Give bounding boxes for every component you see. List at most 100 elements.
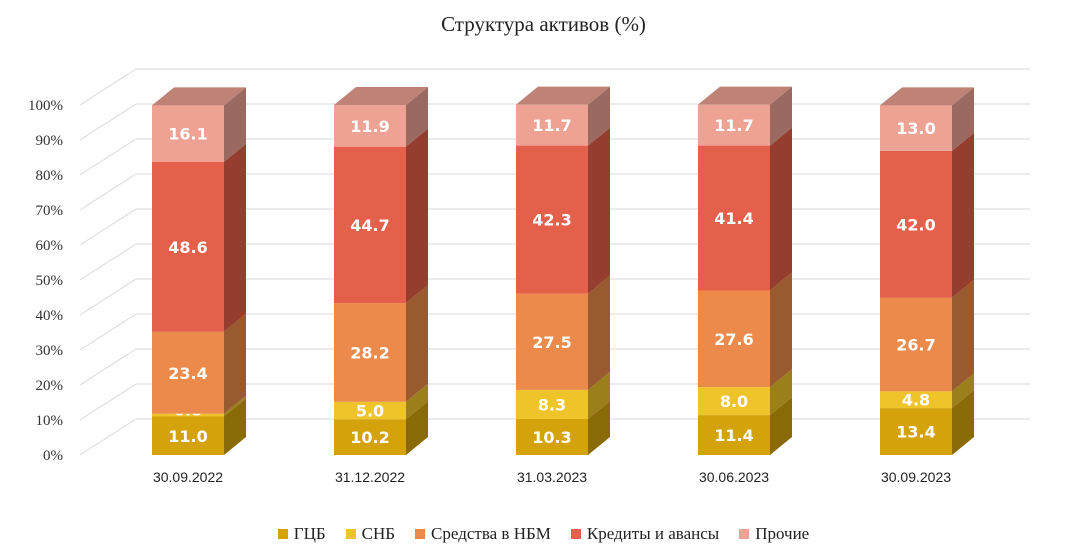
bar-top <box>152 87 246 106</box>
bar-segment <box>516 145 588 294</box>
data-label: 5.0 <box>356 402 384 421</box>
legend-item: СНБ <box>345 524 396 544</box>
bar-side <box>588 86 610 146</box>
data-label: 13.4 <box>896 423 935 442</box>
bar-segment <box>880 150 952 298</box>
bar-side <box>224 87 246 162</box>
data-label: 8.0 <box>720 392 748 411</box>
bar-segment <box>152 161 224 332</box>
bar-top <box>880 87 974 106</box>
legend-label: ГЦБ <box>293 524 326 543</box>
data-label: 4.8 <box>902 391 930 410</box>
y-tick-label: 0% <box>43 448 63 464</box>
bar-side <box>588 400 610 455</box>
bar-side <box>770 127 792 291</box>
data-label: 10.2 <box>350 428 389 447</box>
y-tick-label: 70% <box>36 203 64 219</box>
bar-segment <box>334 146 406 304</box>
gridline-diagonal <box>79 68 137 106</box>
gridline-diagonal <box>79 208 137 246</box>
bar-side <box>952 132 974 298</box>
bar-side <box>224 395 246 417</box>
bar-segment <box>516 104 588 146</box>
data-label: 11.9 <box>350 117 389 136</box>
data-label: 44.7 <box>350 216 389 235</box>
bar-side <box>770 86 792 146</box>
bar-segment <box>880 408 952 455</box>
bar-side <box>406 285 428 402</box>
data-label: 48.6 <box>168 238 207 257</box>
y-tick-label: 50% <box>36 273 64 289</box>
bar-side <box>406 383 428 420</box>
y-tick-label: 40% <box>36 308 64 324</box>
data-label: 11.7 <box>532 116 571 135</box>
bar-segment <box>516 389 588 419</box>
legend-swatch <box>570 529 581 539</box>
bar-side <box>952 390 974 455</box>
gridline-diagonal <box>79 348 137 386</box>
bar-segment <box>334 105 406 147</box>
bar-side <box>770 369 792 416</box>
bar-segment <box>334 419 406 455</box>
bar-segment <box>152 413 224 417</box>
legend: ГЦБ СНБ Средства в НБМ Кредиты и авансы Проч… <box>0 524 1087 544</box>
bar-side <box>588 371 610 419</box>
bar-segment <box>698 387 770 416</box>
bar-segment <box>698 415 770 455</box>
legend-swatch <box>739 529 750 539</box>
chart-title: Структура активов (%) <box>441 12 646 36</box>
bar-side <box>770 272 792 388</box>
data-label: 23.4 <box>168 364 207 383</box>
data-label: 13.0 <box>896 119 935 138</box>
bar-side <box>224 398 246 455</box>
x-category-label: 31.03.2023 <box>517 469 587 485</box>
bar-segment <box>880 391 952 409</box>
data-label: 11.7 <box>714 116 753 135</box>
data-label: 11.4 <box>714 426 753 445</box>
bar-side <box>588 275 610 390</box>
bar-segment <box>880 297 952 392</box>
bar-segment <box>880 105 952 151</box>
y-tick-label: 10% <box>36 413 64 429</box>
bar-top <box>516 86 610 105</box>
x-category-label: 30.06.2023 <box>699 469 769 485</box>
bar-side <box>588 127 610 294</box>
data-label: 16.1 <box>168 125 207 144</box>
x-category-label: 31.12.2022 <box>335 469 405 485</box>
gridline-diagonal <box>79 173 137 211</box>
bar-segment <box>152 105 224 162</box>
legend-label: Средства в НБМ <box>431 524 551 543</box>
y-tick-label: 80% <box>36 168 64 184</box>
data-label: 27.6 <box>714 330 753 349</box>
bar-segment <box>698 145 770 291</box>
data-label: 28.2 <box>350 343 389 362</box>
legend-label: Кредиты и авансы <box>586 524 720 543</box>
bar-segment <box>334 401 406 420</box>
data-label: 27.5 <box>532 333 571 352</box>
bar-segment <box>516 418 588 455</box>
bar-side <box>770 397 792 455</box>
data-label: 42.3 <box>532 211 571 230</box>
data-label: 42.0 <box>896 215 935 234</box>
y-tick-label: 30% <box>36 343 64 359</box>
legend-swatch <box>277 529 288 539</box>
bar-side <box>952 373 974 409</box>
bar-side <box>952 87 974 151</box>
x-category-label: 30.09.2023 <box>881 469 951 485</box>
bar-segment <box>152 331 224 414</box>
data-label: 41.4 <box>714 209 753 228</box>
bar-side <box>224 143 246 332</box>
legend-item: Средства в НБМ <box>415 524 551 544</box>
y-tick-label: 60% <box>36 238 64 254</box>
bar-segment <box>516 293 588 390</box>
bar-side <box>952 279 974 392</box>
data-label: 10.3 <box>532 428 571 447</box>
y-tick-label: 20% <box>36 378 64 394</box>
gridline-diagonal <box>79 243 137 281</box>
bar-segment <box>152 416 224 455</box>
legend-item: Кредиты и авансы <box>570 524 720 544</box>
gridline-diagonal <box>79 313 137 351</box>
data-label: 11.0 <box>168 427 207 446</box>
gridline-diagonal <box>79 103 137 141</box>
legend-label: СНБ <box>361 524 396 543</box>
